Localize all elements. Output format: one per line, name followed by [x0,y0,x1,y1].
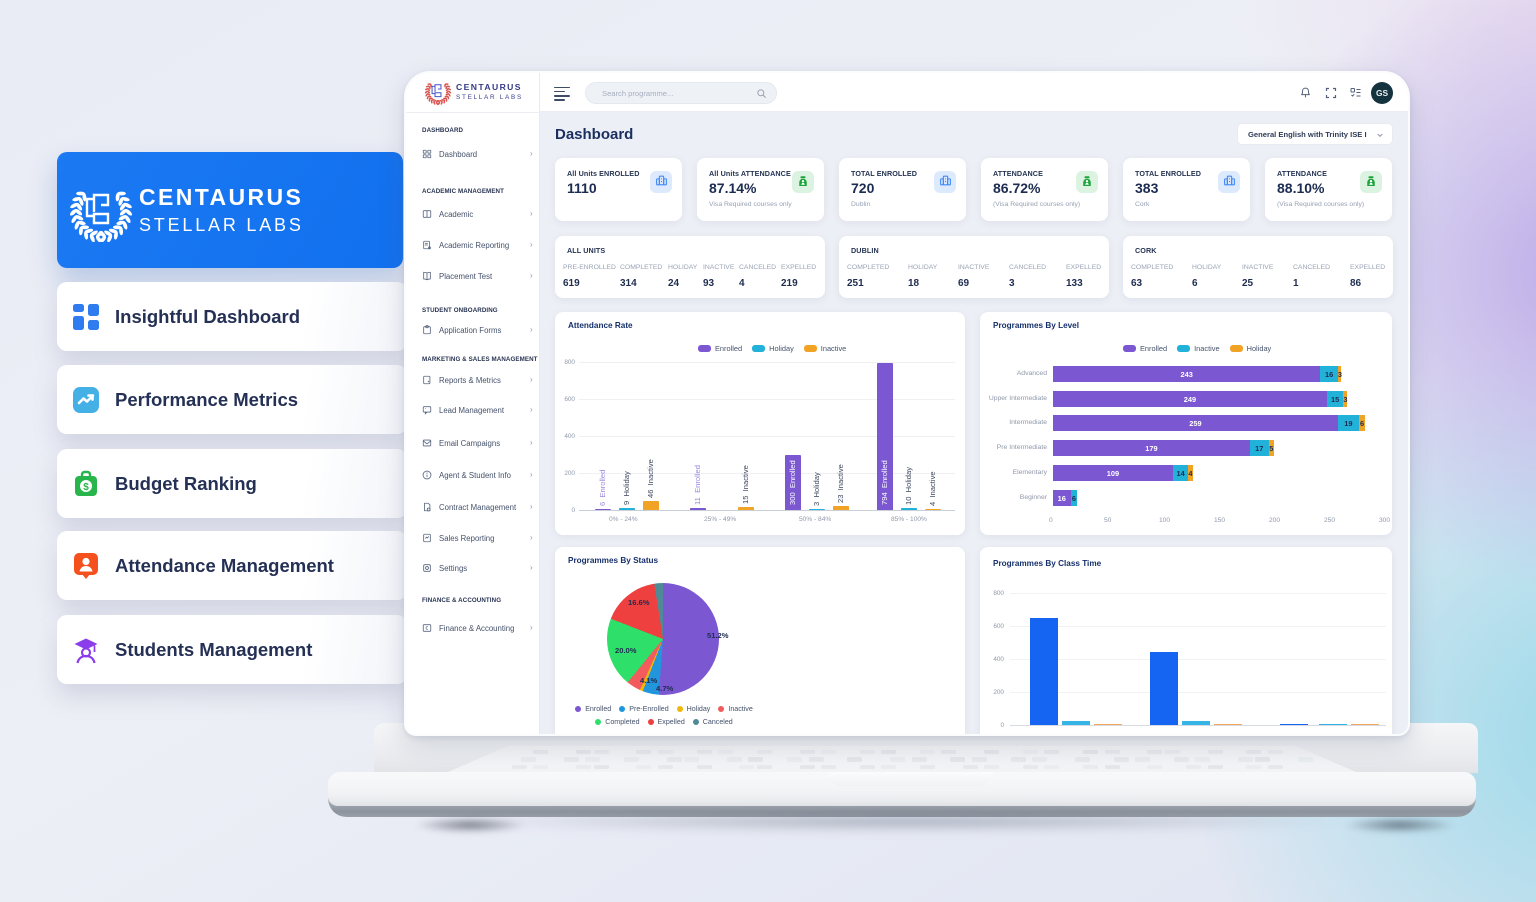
svg-text:“: “ [425,407,426,411]
svg-text:$: $ [83,481,89,492]
svg-text:€: € [425,626,428,632]
